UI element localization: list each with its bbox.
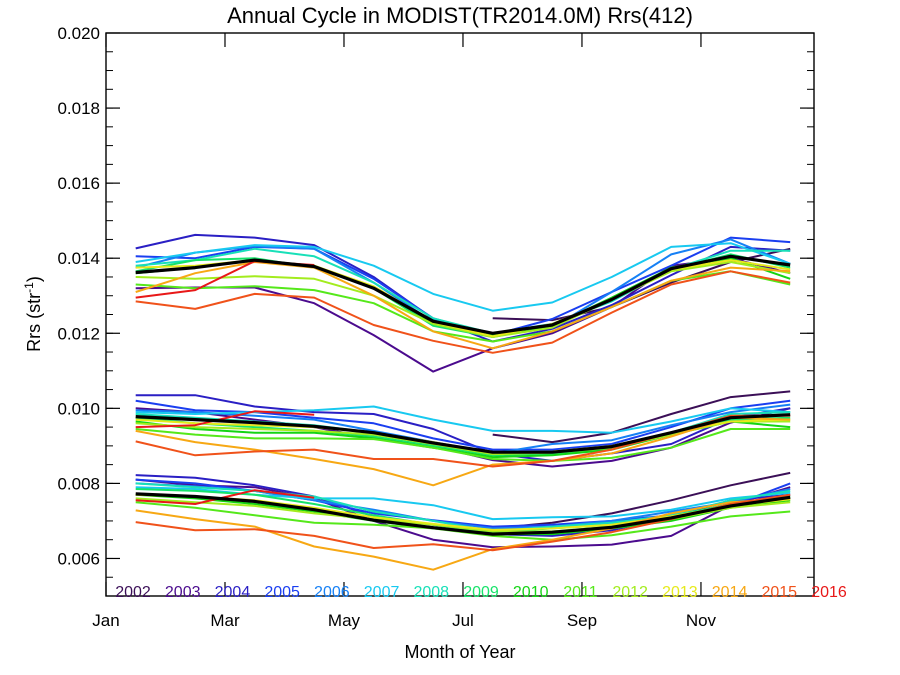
y-tick-label: 0.016 bbox=[57, 174, 100, 193]
x-tick-label: Jan bbox=[92, 611, 119, 630]
series-line-2014-group-1 bbox=[135, 261, 791, 350]
legend-item-2012: 2012 bbox=[612, 584, 648, 601]
legend-item-2009: 2009 bbox=[463, 584, 499, 601]
x-tick-label: Jul bbox=[452, 611, 474, 630]
x-tick-label: Mar bbox=[210, 611, 240, 630]
y-tick-label: 0.020 bbox=[57, 24, 100, 43]
legend-item-2003: 2003 bbox=[165, 584, 201, 601]
mean-line-group-1 bbox=[135, 254, 791, 335]
legend-item-2011: 2011 bbox=[563, 584, 598, 601]
legend: 2002 2003 2004 2005 2006 2007 2008 2009 2010 2011… bbox=[115, 584, 847, 601]
series-line-2007-group-1 bbox=[135, 242, 791, 312]
series-line-2011-group-2 bbox=[135, 428, 791, 462]
y-tick-label: 0.008 bbox=[57, 474, 100, 493]
legend-item-2014: 2014 bbox=[712, 584, 748, 601]
series-line-2003-group-3 bbox=[135, 478, 791, 549]
legend-item-2007: 2007 bbox=[364, 584, 400, 601]
series-line-2007-group-2 bbox=[135, 405, 791, 434]
axis-ticks: 0.006 0.008 0.010 0.012 0.014 0.016 0.018 0.020… bbox=[57, 24, 814, 630]
y-tick-label: 0.014 bbox=[57, 249, 100, 268]
legend-item-2016: 2016 bbox=[811, 584, 847, 601]
series-lines bbox=[135, 233, 791, 571]
legend-item-2005: 2005 bbox=[264, 584, 300, 601]
y-axis-label-sup: -1 bbox=[22, 282, 36, 293]
series-line-2002-group-2 bbox=[492, 390, 791, 444]
series-line-2010-group-1 bbox=[135, 257, 791, 337]
series-line-2015-group-1 bbox=[135, 270, 791, 354]
legend-item-2004: 2004 bbox=[215, 584, 251, 601]
series-line-2012-group-1 bbox=[135, 261, 791, 338]
y-axis-label: Rrs (str-1) bbox=[22, 276, 44, 352]
x-axis-label: Month of Year bbox=[404, 642, 515, 662]
series-line-2002-group-3 bbox=[492, 471, 791, 530]
y-tick-label: 0.006 bbox=[57, 549, 100, 568]
mean-line-group-3 bbox=[135, 492, 791, 536]
legend-item-2013: 2013 bbox=[662, 584, 698, 601]
series-line-2016-group-3 bbox=[135, 489, 315, 505]
legend-item-2010: 2010 bbox=[513, 584, 549, 601]
legend-item-2015: 2015 bbox=[761, 584, 797, 601]
y-tick-label: 0.018 bbox=[57, 99, 100, 118]
legend-item-2008: 2008 bbox=[413, 584, 449, 601]
series-line-2004-group-2 bbox=[135, 394, 791, 462]
y-axis-label-main: Rrs (str bbox=[24, 293, 44, 352]
y-tick-label: 0.012 bbox=[57, 324, 100, 343]
series-line-2014-group-2 bbox=[135, 416, 791, 487]
series-line-2016-group-2 bbox=[135, 410, 315, 429]
legend-item-2002: 2002 bbox=[115, 584, 151, 601]
series-line-2014-group-3 bbox=[135, 497, 791, 571]
mean-line-group-2 bbox=[135, 413, 791, 454]
legend-item-2006: 2006 bbox=[314, 584, 350, 601]
x-tick-label: May bbox=[328, 611, 361, 630]
x-tick-label: Nov bbox=[686, 611, 717, 630]
chart-title: Annual Cycle in MODIST(TR2014.0M) Rrs(41… bbox=[227, 3, 693, 28]
y-tick-label: 0.010 bbox=[57, 399, 100, 418]
x-tick-label: Sep bbox=[567, 611, 597, 630]
y-axis-label-tail: ) bbox=[24, 276, 44, 282]
